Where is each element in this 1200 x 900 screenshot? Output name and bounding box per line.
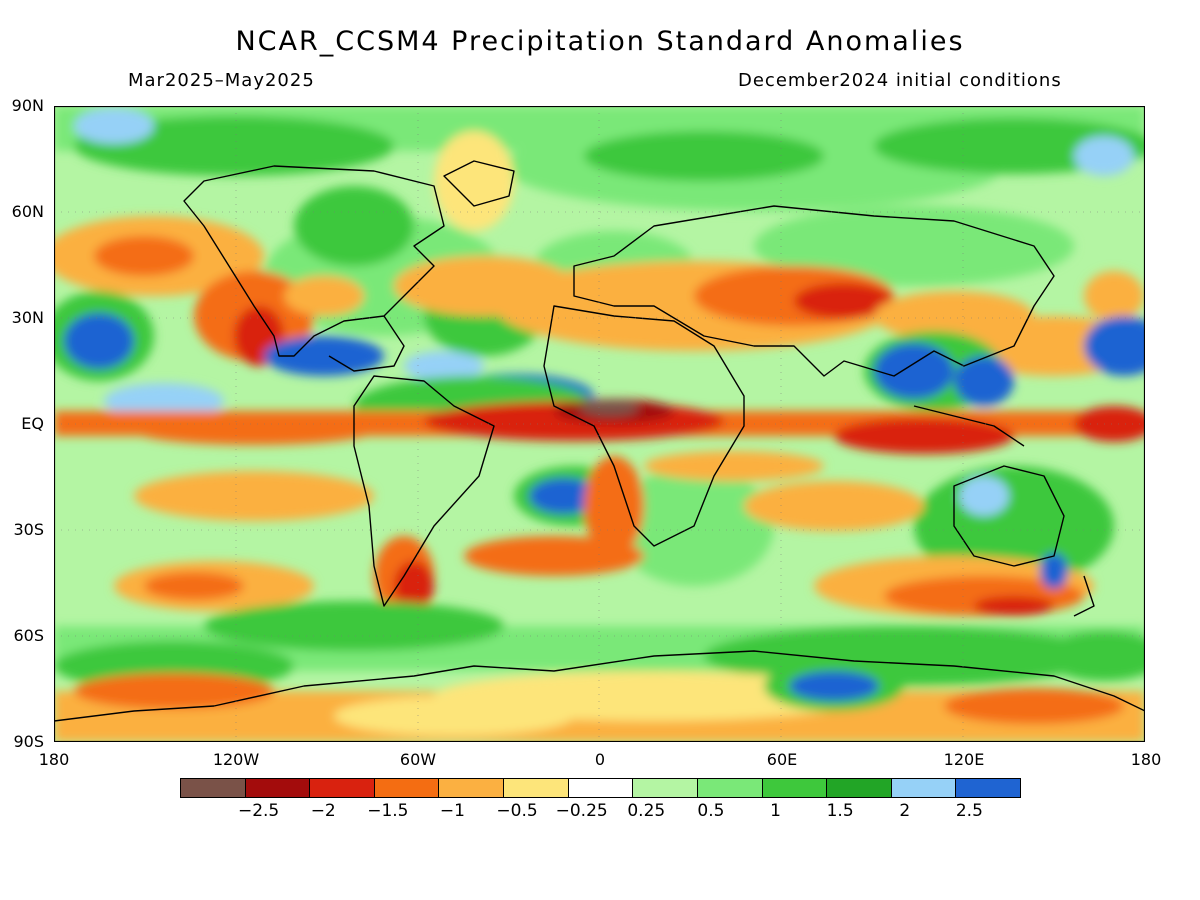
legend-swatch — [503, 778, 569, 798]
legend-label: 0.25 — [627, 801, 666, 821]
anomaly-map-graphic — [54, 106, 1145, 742]
legend-swatch — [373, 778, 440, 798]
legend-label: −0.25 — [555, 801, 608, 821]
legend-label: −2.5 — [237, 801, 280, 821]
lat-label-60s: 60S — [13, 626, 44, 645]
legend-label: −1.5 — [367, 801, 409, 821]
lon-label-60e: 60E — [766, 750, 798, 769]
legend-label: 1 — [770, 801, 781, 821]
lon-label-180w: 180 — [38, 750, 70, 769]
anomaly-map — [54, 106, 1145, 742]
legend-swatch — [890, 778, 957, 798]
legend-label: 1.5 — [826, 801, 854, 821]
color-legend — [180, 778, 1021, 800]
legend-swatch — [244, 778, 311, 798]
lat-label-30n: 30N — [11, 308, 44, 327]
legend-swatch — [632, 778, 698, 798]
initial-conditions: December2024 initial conditions — [738, 70, 1062, 91]
lon-label-120w: 120W — [212, 750, 260, 769]
lat-label-30s: 30S — [13, 520, 44, 539]
legend-label: 0.5 — [697, 801, 725, 821]
lon-label-180e: 180 — [1130, 750, 1162, 769]
legend-swatch — [826, 778, 892, 798]
map-title: NCAR_CCSM4 Precipitation Standard Anomal… — [235, 26, 965, 57]
legend-swatch — [180, 778, 246, 798]
legend-swatch — [761, 778, 828, 798]
legend-label: 2 — [899, 801, 911, 821]
forecast-period: Mar2025–May2025 — [128, 70, 315, 91]
legend-swatch — [438, 778, 505, 798]
legend-swatch — [567, 778, 634, 798]
lon-label-0: 0 — [594, 750, 606, 769]
lat-label-60n: 60N — [11, 202, 44, 221]
legend-label: 2.5 — [955, 801, 983, 821]
lon-label-60w: 60W — [399, 750, 437, 769]
lat-label-90s: 90S — [13, 732, 44, 751]
legend-swatch — [955, 778, 1021, 798]
legend-label: −1 — [439, 801, 465, 821]
lat-label-eq: EQ — [21, 414, 44, 433]
lat-label-90n: 90N — [11, 96, 44, 115]
legend-swatch — [309, 778, 375, 798]
legend-label: −0.5 — [496, 801, 538, 821]
legend-label: −2 — [310, 801, 336, 821]
legend-swatch — [696, 778, 763, 798]
lon-label-120e: 120E — [943, 750, 985, 769]
